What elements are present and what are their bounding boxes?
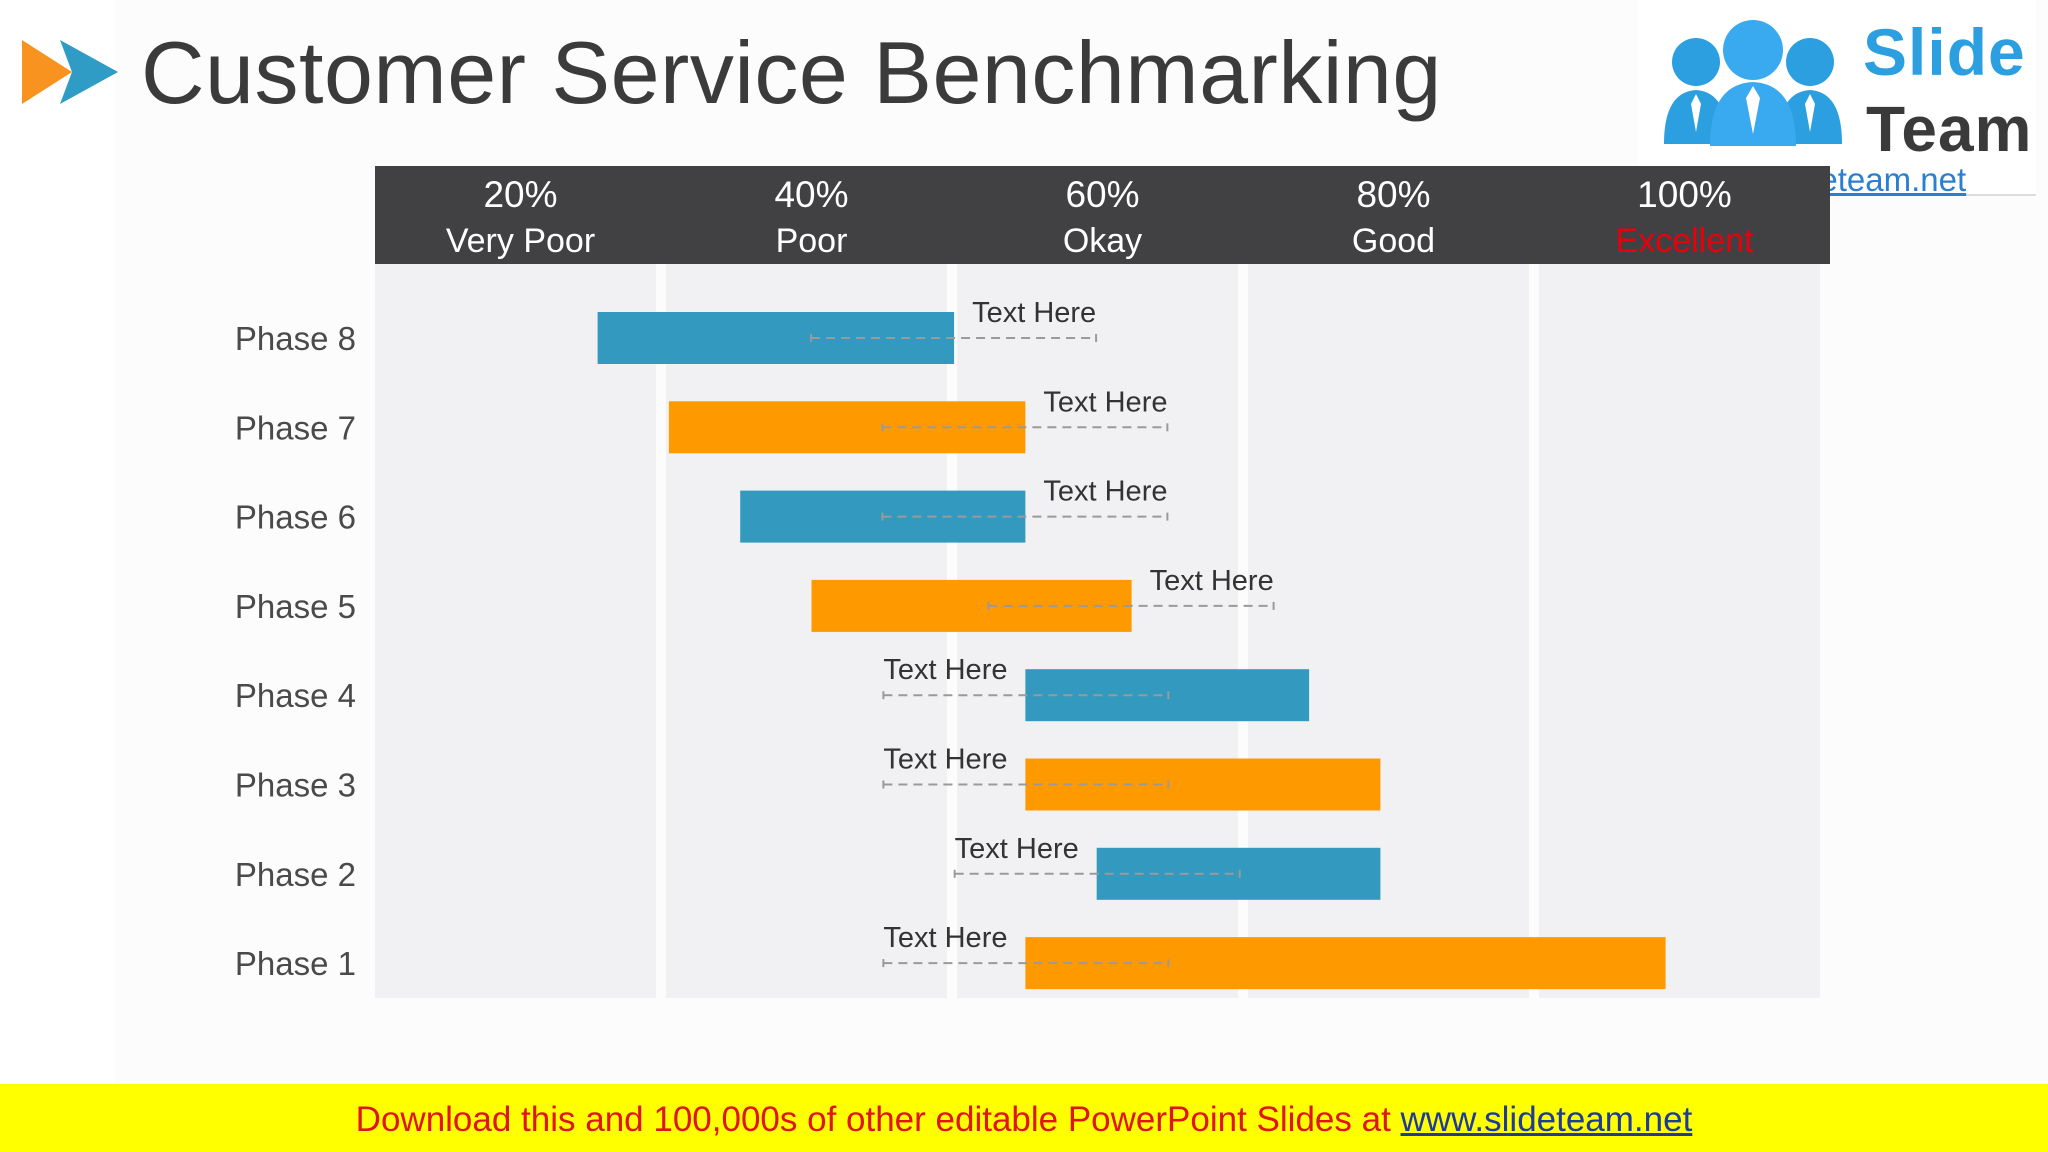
column-rating-label: Good <box>1352 222 1435 260</box>
bar-phase-8 <box>597 312 955 364</box>
slide-title: Customer Service Benchmarking <box>141 23 1442 122</box>
logo-word-slide: Slide <box>1863 15 2026 89</box>
bar-text-label: Text Here <box>1043 476 1167 508</box>
phase-label: Phase 6 <box>235 499 356 536</box>
bar-text-label: Text Here <box>1043 386 1167 418</box>
phase-label: Phase 3 <box>235 767 356 804</box>
phase-label: Phase 8 <box>235 320 356 357</box>
column-rating-label: Poor <box>776 222 848 260</box>
column-panel-1 <box>375 264 656 998</box>
phase-label: Phase 7 <box>235 409 356 446</box>
banner-link[interactable]: www.slideteam.net <box>1400 1100 1693 1139</box>
title-arrows-icon <box>22 40 118 104</box>
banner-message: Download this and 100,000s of other edit… <box>355 1100 1401 1139</box>
bar-phase-7 <box>668 401 1026 454</box>
column-percent-label: 80% <box>1356 174 1430 215</box>
download-banner: Download this and 100,000s of other edit… <box>0 1084 2048 1152</box>
logo-word-team: Team <box>1866 93 2033 165</box>
column-header-band <box>375 166 1830 264</box>
phase-label: Phase 1 <box>235 945 356 982</box>
column-percent-label: 100% <box>1637 174 1732 215</box>
bar-text-label: Text Here <box>972 297 1096 329</box>
column-panel-5 <box>1539 264 1820 998</box>
banner-text: Download this and 100,000s of other edit… <box>0 1100 2048 1140</box>
bar-phase-4 <box>1025 669 1310 722</box>
column-rating-label: Excellent <box>1616 222 1755 260</box>
column-percent-label: 40% <box>774 174 848 215</box>
bar-text-label: Text Here <box>883 922 1007 954</box>
bar-phase-2 <box>1096 847 1381 900</box>
phase-label: Phase 5 <box>235 588 356 625</box>
bar-text-label: Text Here <box>883 654 1007 686</box>
bar-phase-1 <box>1025 937 1666 990</box>
bar-text-label: Text Here <box>955 833 1079 865</box>
column-rating-label: Okay <box>1063 222 1142 260</box>
logo-people-icon <box>1664 20 1842 146</box>
bar-text-label: Text Here <box>883 744 1007 776</box>
column-percent-label: 20% <box>483 174 557 215</box>
bar-phase-5 <box>811 579 1132 632</box>
phase-label: Phase 4 <box>235 677 356 714</box>
phase-label: Phase 2 <box>235 856 356 893</box>
column-percent-label: 60% <box>1065 174 1139 215</box>
bar-text-label: Text Here <box>1150 565 1274 597</box>
column-rating-label: Very Poor <box>446 222 595 260</box>
